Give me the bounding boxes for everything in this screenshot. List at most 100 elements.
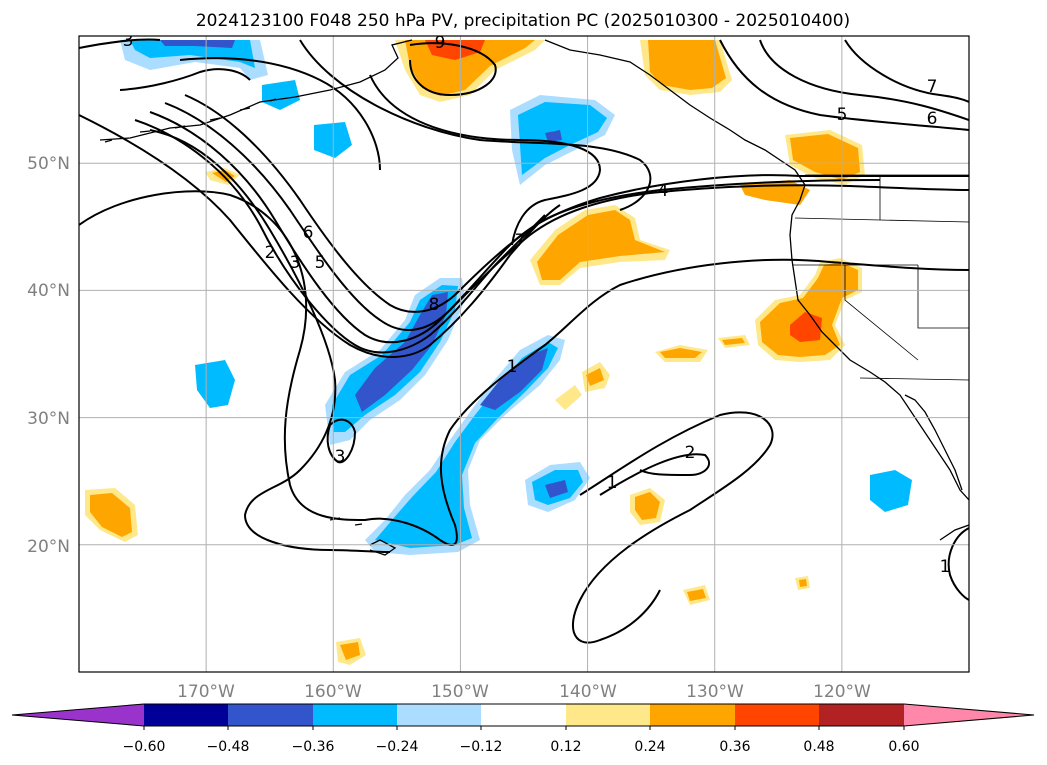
colorbar-tick-labels: −0.60 −0.48 −0.36 −0.24 −0.12 0.12 0.24 …	[123, 739, 920, 755]
precip-region-orange-ca-red	[790, 312, 822, 342]
pv-contour-label: 1	[940, 557, 951, 577]
lon-tick-label: 120°W	[813, 682, 871, 702]
precip-region-orange-sm-c-core	[586, 368, 604, 386]
pv-contour-trough-4	[149, 111, 969, 344]
precip-region-blue-w30n	[195, 360, 235, 408]
pv-contour-label: 3	[335, 447, 346, 467]
pv-contour-label: 2	[265, 243, 276, 263]
precip-region-orange-wa-core	[790, 134, 860, 180]
lon-tick-label: 150°W	[431, 682, 489, 702]
lat-tick-label: 20°N	[27, 537, 70, 557]
pv-contour-label: 5	[837, 105, 848, 125]
colorbar-tick-label: 0.36	[719, 739, 750, 755]
pv-contour-label: 5	[315, 253, 326, 273]
colorbar-segment	[144, 704, 228, 726]
pv-contour-small-loop	[326, 418, 357, 464]
colorbar-tick-label: −0.12	[460, 739, 503, 755]
pv-contour-label: 4	[658, 181, 669, 201]
colorbar-tick-label: −0.60	[123, 739, 166, 755]
border-nv	[844, 265, 919, 361]
precip-region-blue-baja	[870, 470, 912, 512]
pv-contour-ridge-7	[79, 114, 561, 358]
colorbar-tick-label: 0.12	[550, 739, 581, 755]
pv-contour-trough-2	[149, 129, 391, 553]
border-az	[917, 265, 969, 329]
precip-region-orange-25n-core	[635, 492, 660, 520]
colorbar-extend-low	[12, 704, 144, 726]
pv-contour-ridge-top-2	[299, 39, 652, 211]
pv-contour-label: 3	[123, 31, 134, 51]
precip-region-orange-sm-a-core	[660, 348, 702, 358]
colorbar-segment	[735, 704, 819, 726]
lat-tick-label: 30°N	[27, 409, 70, 429]
lon-tick-label: 170°W	[177, 682, 235, 702]
colorbar-segment	[566, 704, 650, 726]
pv-contour-label: 1	[607, 473, 618, 493]
border-mexico	[859, 377, 969, 381]
precip-region-orange-sm-b-core	[722, 338, 745, 345]
pv-contour-label: 6	[303, 223, 314, 243]
coastline-baja	[904, 394, 963, 491]
precip-negative-regions	[120, 40, 912, 555]
pv-contour-trough-6	[184, 94, 881, 313]
pv-contour-east-1	[947, 527, 969, 601]
pv-contour-label: 6	[927, 109, 938, 129]
precip-region-blue-aleutian-dark	[160, 40, 235, 48]
pv-contour-east-5	[719, 39, 969, 131]
colorbar-segment	[481, 704, 566, 726]
precip-region-orange-sm-d	[555, 385, 582, 410]
pv-contour-upper-left-2	[179, 57, 381, 171]
colorbar-segment	[313, 704, 397, 726]
coastline-aleutian-islands	[104, 98, 277, 143]
lon-tick-label: 160°W	[304, 682, 362, 702]
precip-region-orange-ca-core	[760, 262, 858, 357]
pv-contour-east-7	[844, 39, 969, 103]
pv-contour-label: 7	[927, 77, 938, 97]
pv-contour-upper-left	[79, 38, 251, 91]
map-gridlines	[79, 36, 969, 672]
coastline-mexico	[939, 524, 969, 541]
map-title: 2024123100 F048 250 hPa PV, precipitatio…	[196, 11, 850, 31]
lon-tick-labels: 170°W 160°W 150°W 140°W 130°W 120°W	[177, 682, 871, 702]
precip-region-blue-main-dark	[355, 292, 448, 412]
colorbar-tick-label: 0.60	[888, 739, 919, 755]
pv-contour-alaska-loop	[409, 42, 497, 97]
colorbar-tick-label: 0.48	[803, 739, 834, 755]
lat-tick-labels: 20°N 30°N 40°N 50°N	[27, 154, 70, 557]
colorbar-tick-label: −0.48	[207, 739, 250, 755]
precip-region-blue-gulf-core	[518, 102, 607, 175]
pv-contour-subtropical-2	[599, 453, 710, 496]
precip-region-blue-south-dark	[480, 348, 548, 410]
pv-contour-labels: 1 1 1 2 2 3 3 3 4 5 5 6 6 7 7 8 9	[123, 31, 951, 577]
precip-region-orange-alaska-red	[425, 40, 485, 60]
precip-region-blue-gulf-dark	[545, 130, 562, 142]
pv-contour-label: 2	[685, 443, 696, 463]
colorbar-tick-label: −0.24	[376, 739, 419, 755]
pv-contour-subtropical-loop	[571, 411, 774, 644]
pv-contour-trough-5	[164, 102, 969, 332]
lat-tick-label: 50°N	[27, 154, 70, 174]
colorbar-tick-label: 0.24	[634, 739, 665, 755]
colorbar-segment	[819, 704, 904, 726]
pv-contour-label: 7	[515, 231, 526, 251]
colorbar-segment	[397, 704, 481, 726]
map-frame	[78, 35, 970, 673]
lat-tick-label: 40°N	[27, 281, 70, 301]
pv-contour-label: 1	[507, 357, 518, 377]
pv-contours	[79, 38, 969, 644]
pv-contour-ridge-top	[369, 74, 602, 246]
precip-region-orange-mid-core	[537, 210, 665, 280]
colorbar	[11, 703, 1035, 730]
lon-tick-label: 130°W	[686, 682, 744, 702]
precip-positive-regions	[85, 40, 865, 665]
pv-contour-label: 3	[290, 253, 301, 273]
pv-contour-label: 8	[429, 295, 440, 315]
colorbar-extend-high	[904, 704, 1034, 726]
pv-contour-label: 9	[435, 33, 446, 53]
colorbar-segment	[228, 704, 313, 726]
pv-contour-east-6	[759, 39, 969, 121]
lon-tick-label: 140°W	[559, 682, 617, 702]
precip-region-blue-25n-dark	[545, 480, 568, 498]
precip-region-orange-w-core	[90, 493, 132, 537]
